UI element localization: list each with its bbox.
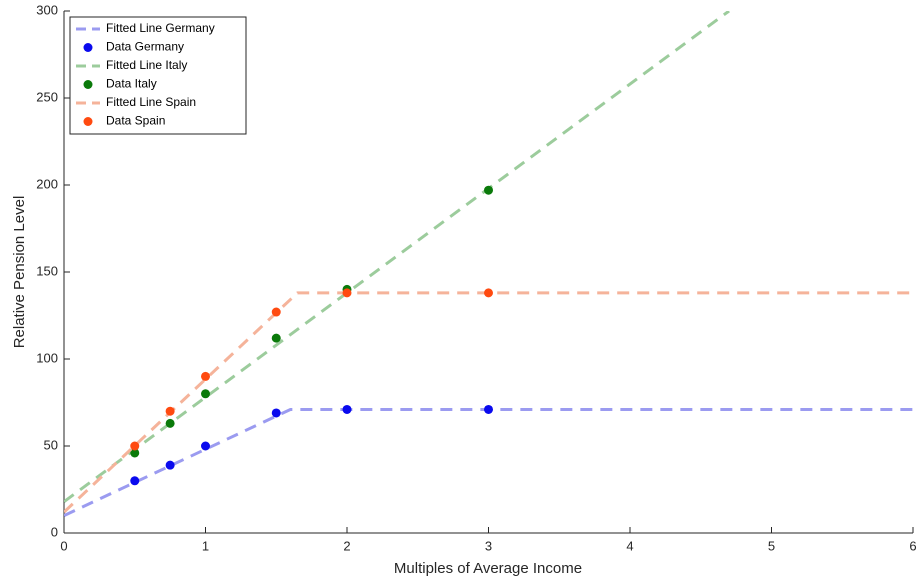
x-tick-label: 1 <box>202 538 209 553</box>
legend-label: Fitted Line Italy <box>106 58 187 72</box>
y-axis-label: Relative Pension Level <box>11 196 28 349</box>
x-tick-label: 4 <box>626 538 633 553</box>
fitted-line <box>64 11 730 503</box>
data-point <box>165 418 175 428</box>
data-point <box>484 185 493 195</box>
data-point <box>271 307 281 317</box>
legend-box <box>69 16 247 135</box>
data-point <box>484 404 493 414</box>
legend-label: Fitted Line Spain <box>106 95 196 109</box>
legend-swatch <box>83 43 93 52</box>
legend-label: Data Germany <box>106 40 184 54</box>
y-tick-label: 0 <box>51 524 58 539</box>
legend-label: Data Italy <box>106 77 157 91</box>
y-tick-label: 200 <box>36 176 58 191</box>
y-tick-label: 150 <box>36 263 58 278</box>
data-point <box>271 408 281 418</box>
legend: Fitted Line Germany Data Germany Fitted Li… <box>69 16 247 135</box>
data-point <box>201 389 210 399</box>
fitted-line <box>64 291 913 514</box>
data-point <box>342 288 352 298</box>
data-point <box>165 460 175 470</box>
y-tick-label: 250 <box>36 89 58 104</box>
y-tick-label: 300 <box>36 2 58 17</box>
data-point <box>130 448 140 458</box>
x-tick-label: 2 <box>343 538 350 553</box>
legend-swatch <box>83 117 93 126</box>
data-point <box>201 371 210 381</box>
data-point <box>130 441 140 451</box>
legend-swatch <box>83 80 93 89</box>
x-axis-label: Multiples of Average Income <box>394 560 582 577</box>
plot-area <box>64 11 913 517</box>
x-tick-label: 3 <box>485 538 492 553</box>
data-point <box>484 288 493 298</box>
data-point <box>165 406 175 416</box>
x-tick-label: 6 <box>909 538 916 553</box>
fitted-line <box>64 407 913 517</box>
y-tick-label: 100 <box>36 350 58 365</box>
x-tick-label: 0 <box>60 538 67 553</box>
data-point <box>271 333 281 343</box>
y-tick-label: 50 <box>44 437 58 452</box>
legend-label: Data Spain <box>106 114 165 128</box>
data-point <box>130 476 140 486</box>
legend-label: Fitted Line Germany <box>106 21 215 35</box>
data-point <box>342 404 352 414</box>
x-tick-label: 5 <box>768 538 775 553</box>
data-point <box>201 441 210 451</box>
